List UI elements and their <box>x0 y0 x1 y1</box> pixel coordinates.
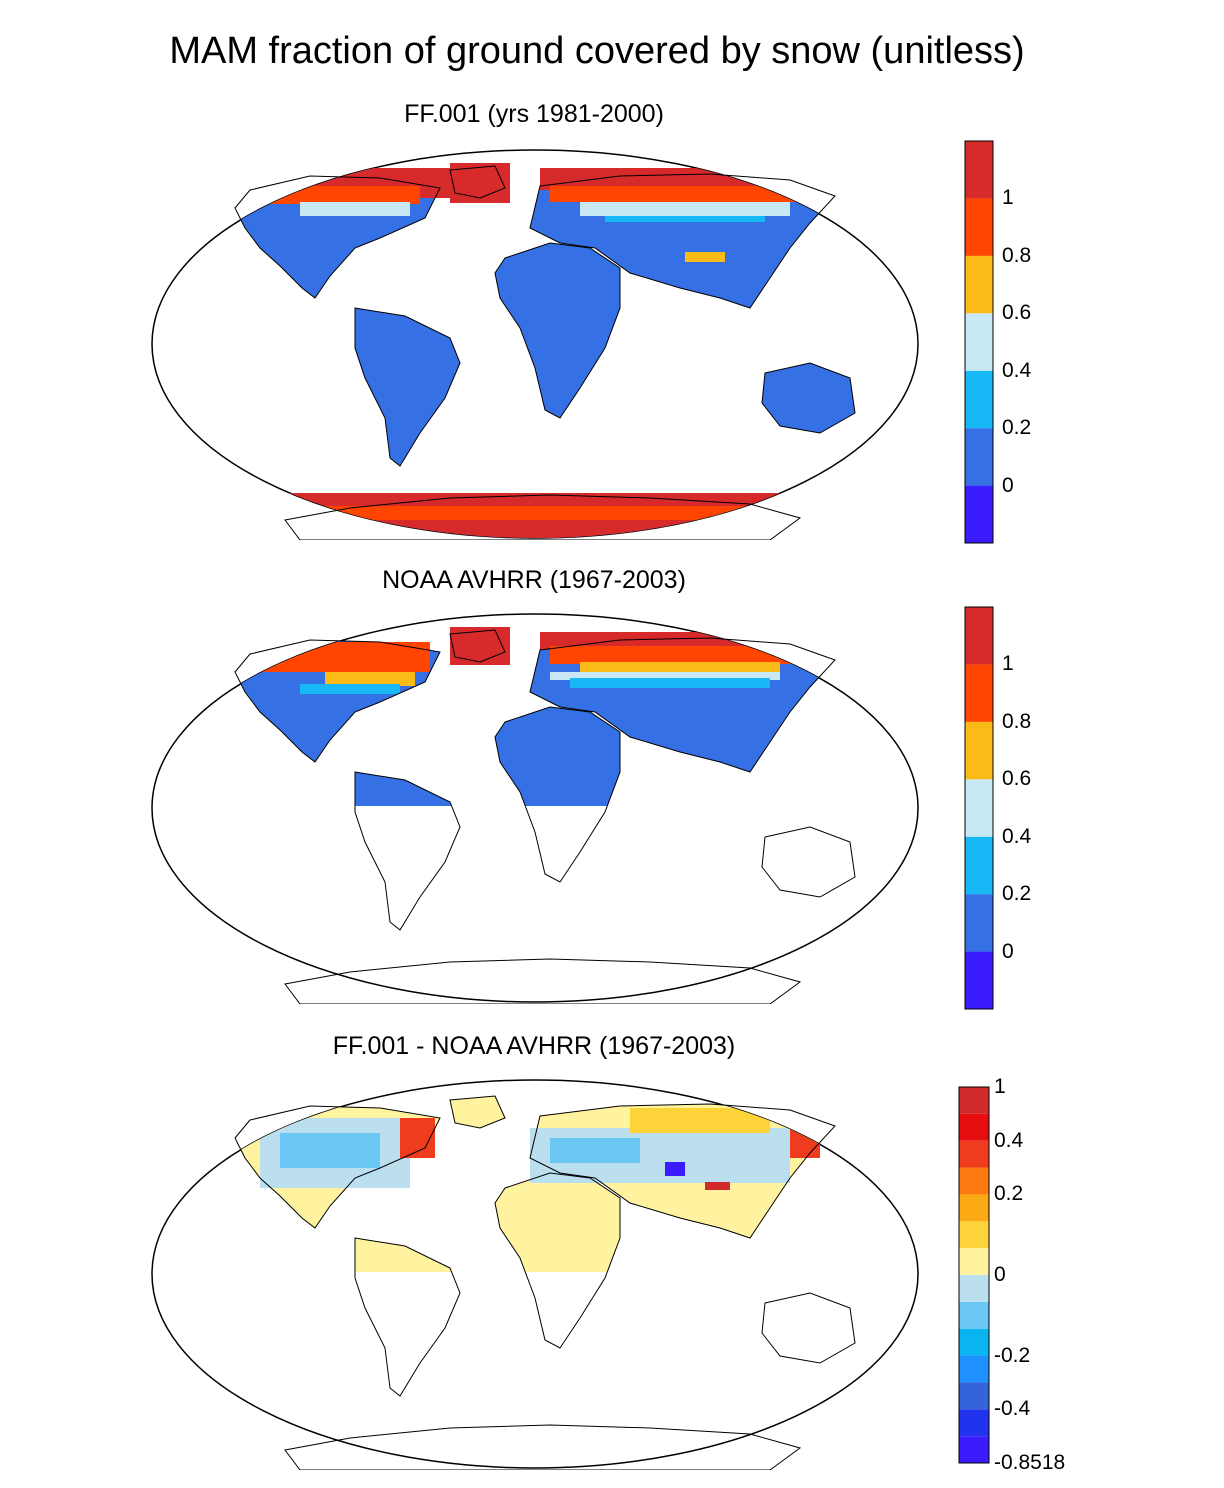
colorbar-tick-label: 0.4 <box>1002 358 1032 382</box>
colorbar-segment <box>965 198 993 256</box>
colorbar-tick-label: 0.2 <box>994 1182 1024 1206</box>
colorbar-segment <box>959 1409 989 1437</box>
colorbar-tick-label: 1 <box>1002 652 1014 676</box>
colorbar-segment <box>965 894 993 952</box>
panel-3-title: FF.001 - NOAA AVHRR (1967-2003) <box>332 1032 736 1060</box>
map-panel-1 <box>151 149 919 540</box>
colorbar-segment <box>965 428 993 486</box>
colorbar-panel-2 <box>964 606 994 1010</box>
panel-1-title: FF.001 (yrs 1981-2000) <box>404 100 664 128</box>
colorbar-segment <box>959 1382 989 1410</box>
colorbar-segment <box>965 721 993 780</box>
colorbar-segment <box>965 664 993 722</box>
colorbar-segment <box>965 141 993 199</box>
colorbar-tick-label: 0.6 <box>1002 767 1032 791</box>
colorbar-tick-label: 0.2 <box>1002 882 1032 906</box>
colorbar-segment <box>965 370 993 429</box>
colorbar-segment <box>965 255 993 314</box>
colorbar-tick-label: 0.2 <box>1002 416 1032 440</box>
colorbar-segment <box>959 1436 989 1463</box>
colorbar-tick-label: 0 <box>1002 473 1014 497</box>
colorbar-segment <box>959 1167 989 1195</box>
colorbar-tick-label: 0.6 <box>1002 301 1032 325</box>
colorbar-segment <box>959 1221 989 1249</box>
colorbar-tick-label: -0.2 <box>994 1343 1031 1367</box>
map-panel-3 <box>151 1079 919 1470</box>
colorbar-segment <box>965 313 993 371</box>
colorbar-panel-2-segments <box>965 607 993 1009</box>
colorbar-tick-label: 1 <box>1002 186 1014 210</box>
colorbar-segment <box>959 1248 989 1275</box>
colorbar-segment <box>965 607 993 665</box>
colorbar-panel-3-segments <box>959 1087 989 1463</box>
colorbar-tick-label: 0 <box>1002 939 1014 963</box>
colorbar-segment <box>959 1113 989 1141</box>
colorbar-segment <box>959 1355 989 1383</box>
colorbar-tick-label: 0.8 <box>1002 243 1032 267</box>
colorbar-segment <box>965 779 993 837</box>
colorbar-tick-label: -0.8518 <box>994 1451 1066 1474</box>
colorbar-segment <box>965 485 993 543</box>
colorbar-tick-label: 0.8 <box>1002 709 1032 733</box>
map-panel-2 <box>151 613 919 1004</box>
colorbar-segment <box>965 951 993 1009</box>
colorbar-tick-label: 0.4 <box>1002 824 1032 848</box>
colorbar-panel-3 <box>958 1086 990 1464</box>
panel-2-title: NOAA AVHRR (1967-2003) <box>382 566 686 594</box>
figure-title: MAM fraction of ground covered by snow (… <box>169 30 1025 72</box>
colorbar-segment <box>959 1087 989 1114</box>
colorbar-segment <box>959 1140 989 1168</box>
colorbar-tick-label: -0.4 <box>994 1397 1031 1421</box>
colorbar-segment <box>959 1301 989 1329</box>
colorbar-panel-1-segments <box>965 141 993 543</box>
colorbar-tick-label: 0.4 <box>994 1128 1024 1152</box>
colorbar-tick-label: 1 <box>994 1075 1006 1098</box>
colorbar-segment <box>965 836 993 895</box>
colorbar-segment <box>959 1275 989 1302</box>
colorbar-segment <box>959 1328 989 1356</box>
colorbar-segment <box>959 1194 989 1222</box>
colorbar-panel-1 <box>964 140 994 544</box>
colorbar-tick-label: 0 <box>994 1263 1006 1286</box>
